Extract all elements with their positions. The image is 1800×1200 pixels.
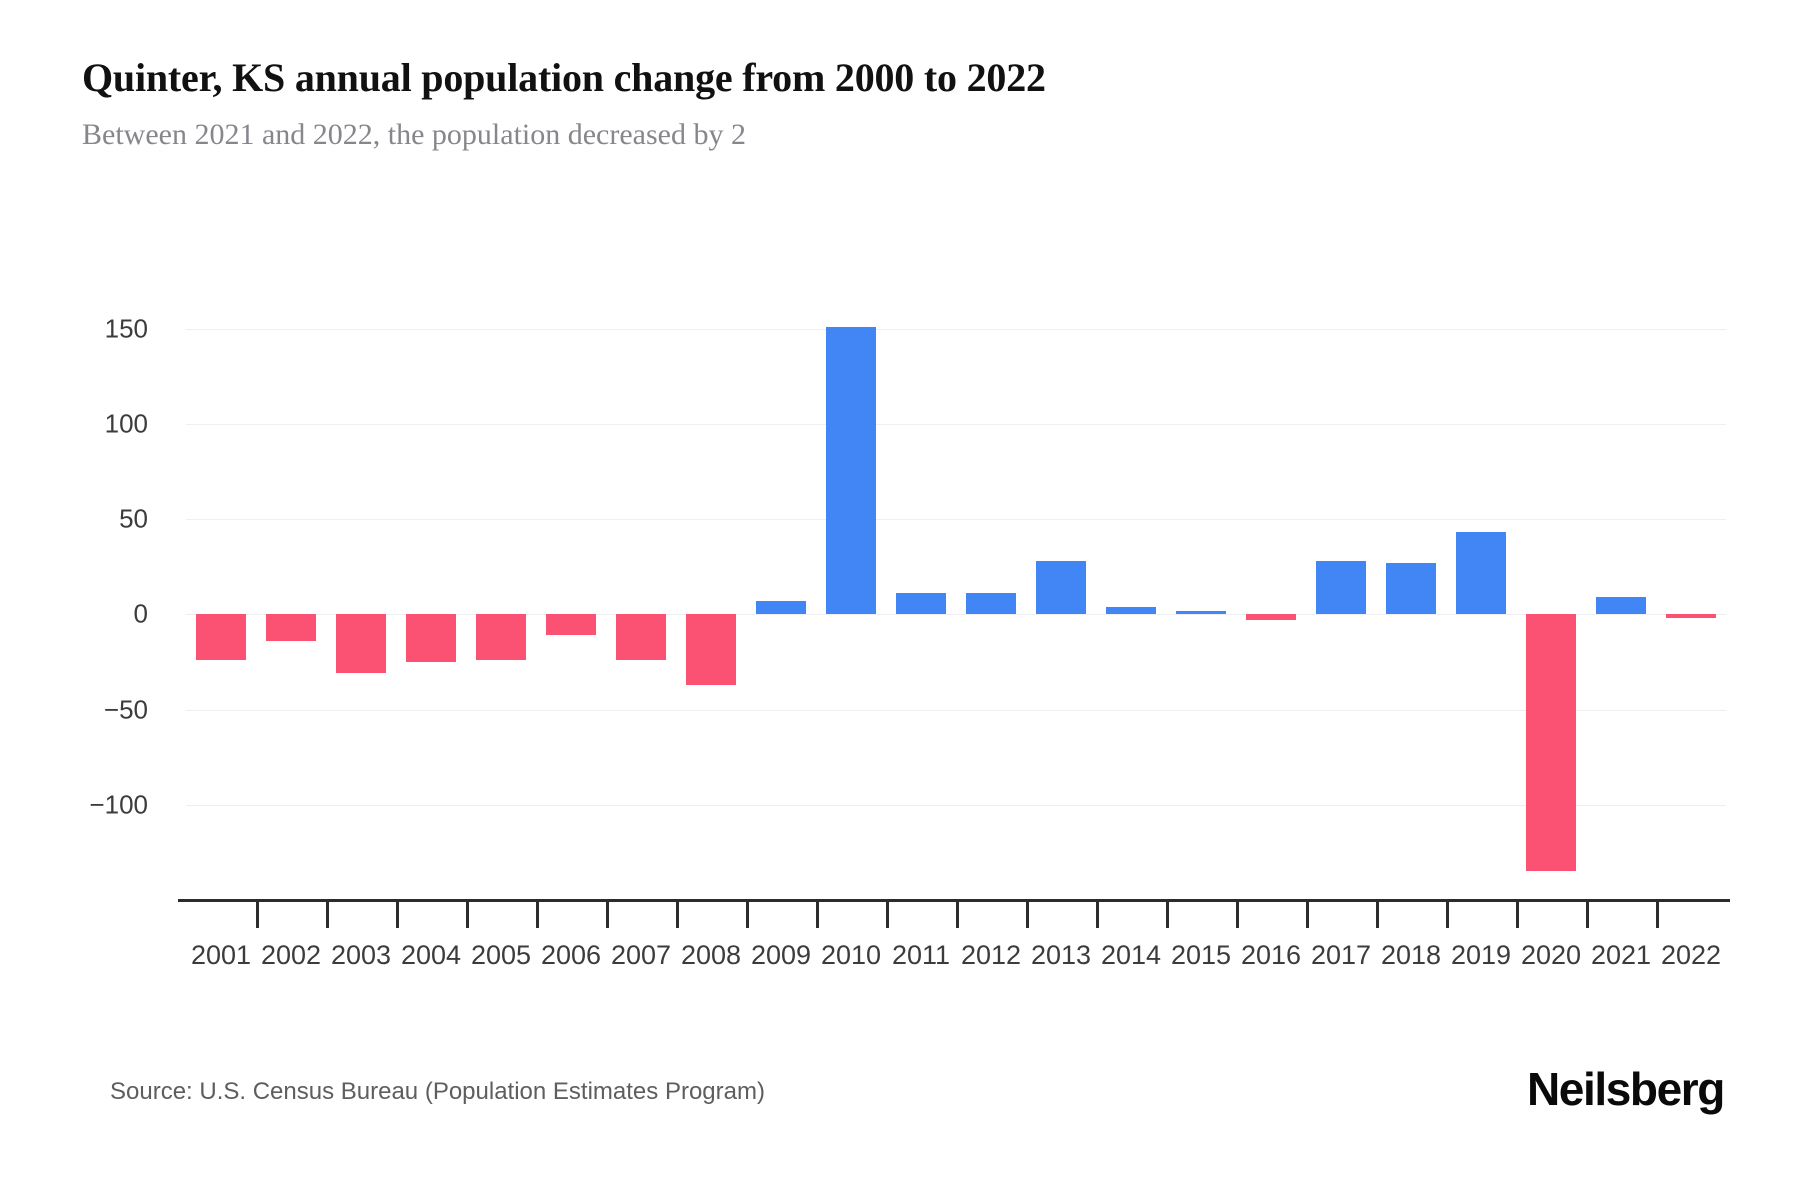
x-axis-tick: [1096, 900, 1099, 928]
x-axis-tick: [1586, 900, 1589, 928]
x-axis-tick-label: 2019: [1450, 940, 1512, 970]
x-axis-labels: 2001 2002 2003 2004 2005 2006 2007 2008 2009 2010…: [186, 940, 1726, 980]
x-axis-tick-label: 2005: [470, 940, 532, 970]
x-axis-tick: [886, 900, 889, 928]
bar-2016[interactable]: [1245, 614, 1297, 620]
x-axis-tick-label: 2004: [400, 940, 462, 970]
chart-subtitle: Between 2021 and 2022, the population de…: [82, 118, 746, 151]
bar-2019[interactable]: [1455, 532, 1507, 615]
x-axis-tick-label: 2018: [1380, 940, 1442, 970]
x-axis-tick-label: 2007: [610, 940, 672, 970]
gridline: [186, 709, 1726, 711]
x-axis-tick-label: 2022: [1660, 940, 1722, 970]
x-axis-tick: [1236, 900, 1239, 928]
gridline: [186, 804, 1726, 806]
x-axis-tick-label: 2010: [820, 940, 882, 970]
bar-2009[interactable]: [755, 600, 807, 615]
x-axis-tick: [256, 900, 259, 928]
x-axis-tick-label: 2014: [1100, 940, 1162, 970]
x-axis-tick: [606, 900, 609, 928]
x-axis-tick-label: 2001: [190, 940, 252, 970]
chart-header: Quinter, KS annual population change fro…: [82, 52, 1722, 156]
x-axis-tick-label: 2006: [540, 940, 602, 970]
bar-2022[interactable]: [1665, 614, 1717, 619]
x-axis-tick: [1026, 900, 1029, 928]
bar-2020[interactable]: [1525, 614, 1577, 872]
x-axis-tick: [326, 900, 329, 928]
x-axis-tick-label: 2017: [1310, 940, 1372, 970]
y-axis-tick-label: 100: [104, 408, 148, 439]
x-axis-tick: [466, 900, 469, 928]
bar-2008[interactable]: [685, 614, 737, 685]
x-axis-tick-label: 2011: [891, 940, 951, 970]
bar-2005[interactable]: [475, 614, 527, 660]
gridline: [186, 423, 1726, 425]
y-axis-tick-label: 50: [119, 503, 148, 534]
gridline-layer: [186, 300, 1726, 900]
x-axis-tick-label: 2009: [750, 940, 812, 970]
bar-2017[interactable]: [1315, 560, 1367, 615]
x-axis-tick: [1656, 900, 1659, 928]
page-title: Quinter, KS annual population change fro…: [82, 55, 1046, 100]
y-axis-tick-label: 150: [104, 313, 148, 344]
x-axis-tick: [1166, 900, 1169, 928]
x-axis-tick-label: 2003: [330, 940, 392, 970]
x-axis-tick: [676, 900, 679, 928]
bar-2021[interactable]: [1595, 597, 1647, 615]
bar-2015[interactable]: [1175, 611, 1227, 615]
x-axis-line: [178, 899, 1730, 902]
x-axis-tick: [1516, 900, 1519, 928]
y-axis-labels: 150 100 50 0 −50 −100: [0, 300, 170, 900]
x-axis-tick: [1376, 900, 1379, 928]
x-axis-tick-label: 2002: [260, 940, 322, 970]
bar-2003[interactable]: [335, 614, 387, 674]
x-axis-tick-label: 2020: [1520, 940, 1582, 970]
y-axis-tick-label: 0: [133, 598, 148, 629]
x-axis-tick: [1446, 900, 1449, 928]
x-axis-tick: [536, 900, 539, 928]
bar-2004[interactable]: [405, 614, 457, 662]
gridline: [186, 519, 1726, 521]
source-note: Source: U.S. Census Bureau (Population E…: [110, 1078, 765, 1105]
gridline: [186, 614, 1726, 616]
x-axis-tick-label: 2012: [960, 940, 1022, 970]
x-axis-tick: [956, 900, 959, 928]
bar-2012[interactable]: [965, 593, 1017, 615]
x-axis-tick-label: 2016: [1240, 940, 1302, 970]
bar-2007[interactable]: [615, 614, 667, 660]
gridline: [186, 328, 1726, 330]
y-axis-tick-label: −100: [89, 789, 148, 820]
bar-series: [186, 300, 1726, 900]
bar-2013[interactable]: [1035, 560, 1087, 615]
x-axis-tick-label: 2015: [1170, 940, 1232, 970]
x-axis-tick-label: 2013: [1030, 940, 1092, 970]
bar-2010[interactable]: [825, 326, 877, 615]
x-axis-tick-label: 2021: [1590, 940, 1652, 970]
bar-2018[interactable]: [1385, 562, 1437, 615]
x-axis-tick: [816, 900, 819, 928]
bar-2001[interactable]: [195, 614, 247, 660]
y-axis-tick-label: −50: [103, 694, 148, 725]
x-axis-tick: [1306, 900, 1309, 928]
x-axis-tick: [396, 900, 399, 928]
bar-2011[interactable]: [895, 593, 947, 615]
bar-2002[interactable]: [265, 614, 317, 641]
bar-2006[interactable]: [545, 614, 597, 636]
brand-logo: Neilsberg: [1526, 1063, 1725, 1115]
bar-2014[interactable]: [1105, 606, 1157, 615]
x-axis-tick: [746, 900, 749, 928]
x-axis-tick-label: 2008: [680, 940, 742, 970]
